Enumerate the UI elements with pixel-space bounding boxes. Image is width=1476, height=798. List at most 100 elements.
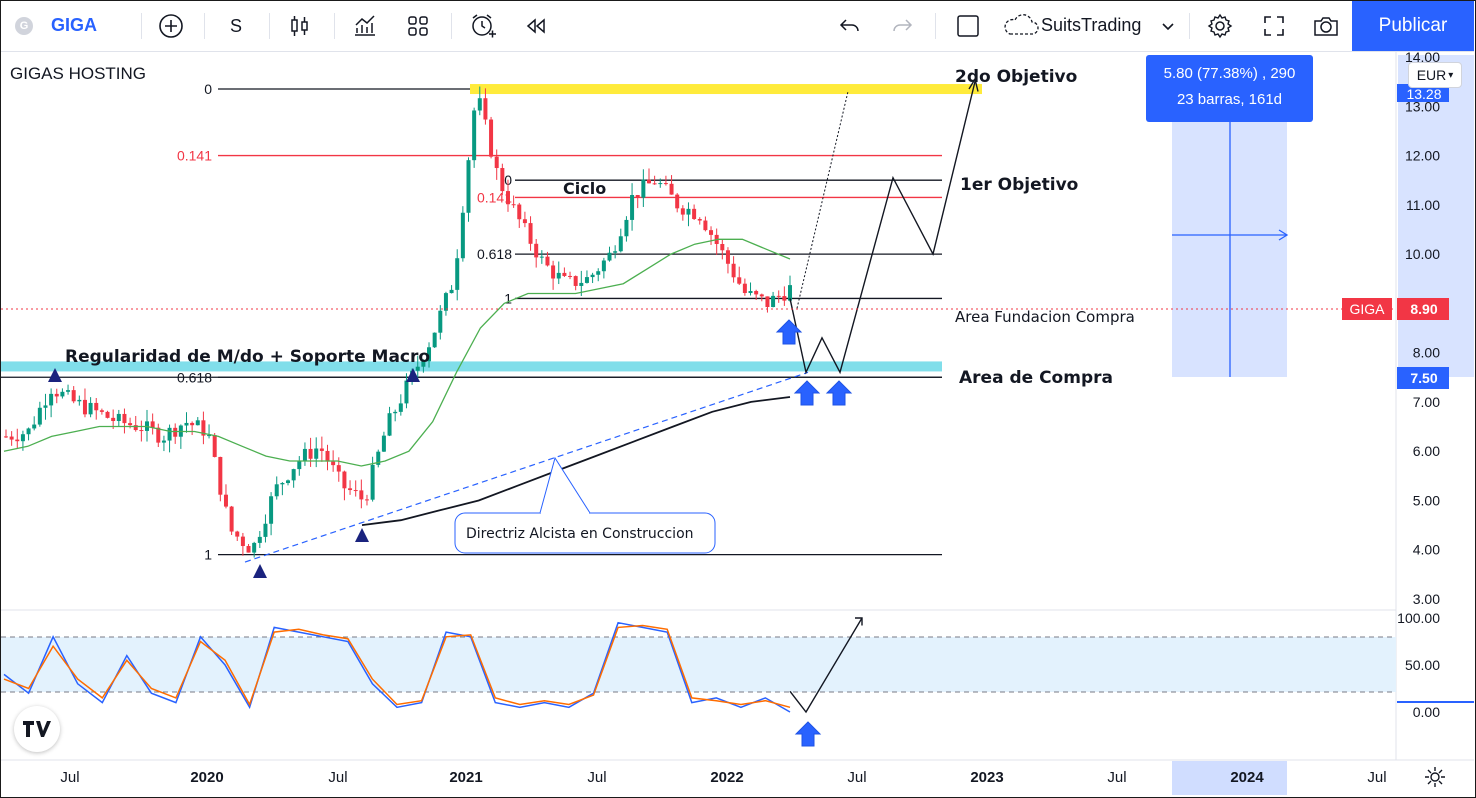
candle-body [156, 427, 161, 443]
candle-body [32, 424, 37, 429]
snapshot-button[interactable] [1311, 11, 1341, 41]
candle-body [759, 294, 764, 297]
price-tick-label: 11.00 [1406, 197, 1440, 213]
fib-cycle-label: 0.618 [477, 246, 512, 262]
candle-body [308, 448, 313, 459]
candle-body [494, 156, 499, 169]
layout-button[interactable] [403, 11, 433, 41]
candle-body [370, 464, 375, 500]
candle-body [274, 484, 279, 497]
regularity-label: Regularidad de M/do + Soporte Macro [65, 347, 430, 367]
rewind-icon [526, 18, 545, 34]
candle-body [54, 393, 59, 397]
symbol-price-tag [1342, 298, 1392, 320]
interval-button[interactable]: S [229, 15, 242, 36]
candle-body [737, 277, 742, 284]
layout-menu-button[interactable] [1156, 11, 1180, 41]
candle-body [568, 275, 573, 277]
candle-body [703, 220, 708, 231]
candle-body [692, 208, 697, 219]
axis-settings-icon[interactable] [1425, 767, 1445, 787]
compare-symbol-button[interactable] [156, 11, 186, 41]
oscillator-tick-label: 0.00 [1413, 704, 1440, 720]
price-tick-label: 3.00 [1413, 591, 1440, 607]
undo-button[interactable] [835, 11, 865, 41]
candle-body [449, 289, 454, 294]
candle-body [613, 251, 618, 253]
candle-body [325, 450, 330, 462]
target-zone [470, 84, 982, 95]
indicators-icon [355, 15, 375, 36]
tv-icon [23, 721, 51, 737]
top-toolbar: G GIGA S SuitsTrading [1, 1, 1474, 52]
symbol-search-button[interactable]: GIGA [51, 15, 98, 35]
alert-button[interactable] [468, 11, 498, 41]
pivot-marker-icon [355, 528, 369, 542]
stochastic-k-line [3, 621, 791, 713]
toolbar-separator [334, 13, 335, 39]
candle-body [77, 399, 82, 402]
settings-button[interactable] [1205, 11, 1235, 41]
layout-name[interactable]: SuitsTrading [1041, 15, 1142, 35]
candle-body [579, 282, 584, 286]
square-icon [957, 15, 979, 37]
candle-body [235, 531, 240, 537]
drawings [48, 77, 979, 747]
fullscreen-button[interactable] [1259, 11, 1289, 41]
measure-arrow-icon [1278, 229, 1289, 241]
oscillator-tick-label: 100.00 [1397, 610, 1440, 626]
candle-body [393, 411, 398, 414]
candle-body [720, 244, 725, 251]
symbol-price-tag-label: GIGA [1349, 301, 1385, 317]
candle-body [26, 428, 31, 435]
price-tick-label: 8.00 [1413, 345, 1440, 361]
toolbar-separator [269, 13, 270, 39]
chart-type-button[interactable] [285, 11, 315, 41]
trendline-label: Directriz Alcista en Construccion [466, 526, 694, 542]
candle-body [195, 420, 200, 426]
time-tick-label: 2023 [970, 769, 1003, 786]
candle-body [257, 536, 262, 543]
candle-body [618, 236, 623, 252]
candle-body [212, 435, 217, 457]
candle-body [319, 448, 324, 451]
toolbar-separator [451, 13, 452, 39]
buy-zone [1, 361, 942, 372]
candle-body [150, 421, 155, 428]
price-tick-label: 6.00 [1413, 443, 1440, 459]
candle-body [207, 435, 212, 437]
candle-body [128, 423, 133, 426]
candle-body [20, 434, 25, 442]
time-tick-label: 2022 [710, 769, 743, 786]
candle-body [43, 405, 48, 408]
pivot-marker-icon [48, 368, 62, 382]
candle-body [601, 260, 606, 272]
measure-tooltip: 5.80 (77.38%) , 290 23 barras, 161d [1146, 55, 1313, 122]
candle-body [573, 276, 578, 286]
replay-button[interactable] [521, 11, 551, 41]
chart-layout-select[interactable] [953, 11, 983, 41]
redo-button[interactable] [887, 11, 917, 41]
candle-body [314, 448, 319, 459]
candle-body [675, 194, 680, 209]
time-tick-label: 2020 [190, 769, 223, 786]
candle-body [15, 439, 20, 442]
candle-body [596, 271, 601, 275]
first-target-label: 1er Objetivo [960, 175, 1078, 195]
buy-signal-arrow-icon [793, 380, 821, 406]
candle-body [534, 243, 539, 258]
indicators-button[interactable] [350, 11, 380, 41]
time-tick-label: Jul [1107, 769, 1126, 786]
currency-select[interactable]: EUR ▾ [1408, 62, 1462, 88]
toolbar-separator [204, 13, 205, 39]
candle-body [302, 448, 307, 461]
candle-body [415, 366, 420, 371]
cloud-save-icon[interactable] [1001, 11, 1041, 41]
publish-button[interactable]: Publicar [1352, 1, 1474, 51]
candle-body [545, 256, 550, 266]
fullscreen-icon [1264, 16, 1284, 36]
candle-body [669, 183, 674, 195]
time-tick-label: 2024 [1230, 769, 1264, 786]
tradingview-logo-icon[interactable] [14, 706, 60, 752]
